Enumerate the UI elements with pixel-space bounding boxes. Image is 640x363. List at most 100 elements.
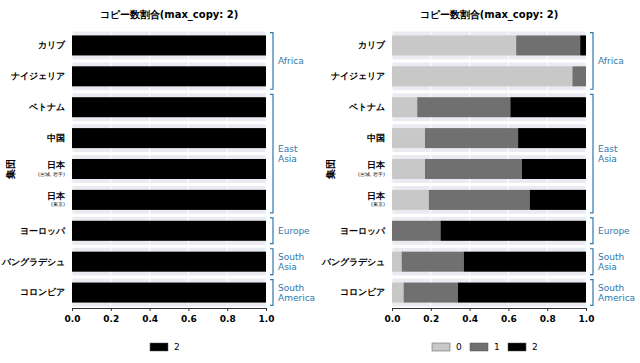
group-label: SouthAsia — [278, 252, 304, 272]
tick: コロンビア — [340, 287, 392, 297]
tick-mark — [188, 308, 189, 311]
tick: 中国 — [47, 133, 72, 143]
legend-item: 0 — [432, 342, 462, 352]
legend-label: 2 — [532, 342, 538, 352]
grid — [392, 30, 586, 308]
tick: カリブ — [38, 40, 72, 50]
tick: ベトナム — [348, 102, 392, 112]
bar — [417, 97, 510, 117]
figure: 0.00.20.40.60.81.0カリブナイジェリアベトナム中国日本(宮城, … — [0, 0, 640, 363]
tick: 0.8 — [220, 308, 236, 324]
tick: 1.0 — [259, 308, 275, 324]
tick-label: ベトナム — [28, 102, 65, 112]
title: コピー数割合(max_copy: 2) — [100, 9, 239, 21]
tick-mark — [547, 308, 548, 311]
tick-label: 0.4 — [142, 314, 158, 324]
row-band — [72, 155, 266, 183]
tick: バングラデシュ — [321, 257, 392, 267]
bar — [392, 66, 572, 86]
bar — [72, 97, 266, 117]
y-axis: カリブナイジェリアベトナム中国日本(宮城, 岩手) 日本(東京) ヨーロッパバングラ… — [1, 40, 72, 297]
tick-label: 0.2 — [423, 314, 439, 324]
panel: 0.00.20.40.60.81.0カリブナイジェリアベトナム中国日本(宮城, … — [321, 9, 635, 352]
row-band — [392, 186, 586, 214]
title: コピー数割合(max_copy: 2) — [420, 9, 559, 21]
group-brackets: AfricaEastAsiaEuropeSouthAsiaSouthAmeric… — [270, 33, 315, 306]
tick: 0.8 — [540, 308, 556, 324]
bar — [392, 35, 516, 55]
series — [441, 35, 587, 302]
axis-line — [73, 309, 267, 312]
group-label: Africa — [278, 56, 304, 66]
bar — [530, 190, 586, 210]
group-label: SouthAmerica — [598, 283, 635, 303]
row-band — [392, 155, 586, 183]
tick-label: ベトナム — [348, 102, 385, 112]
bar — [425, 159, 522, 179]
row-band — [72, 186, 266, 214]
bar — [392, 159, 425, 179]
tick-label: ナイジェリア — [331, 71, 385, 81]
tick-label: 0.0 — [65, 314, 81, 324]
tick-label: 日本(宮城, 岩手) — [358, 160, 386, 177]
plot-background — [72, 32, 266, 307]
tick: 日本(宮城, 岩手) — [38, 160, 72, 177]
bar — [464, 252, 586, 272]
legend: 2 — [150, 342, 180, 352]
grid — [72, 30, 266, 308]
legend-item: 2 — [150, 342, 180, 352]
tick-label: ナイジェリア — [11, 71, 65, 81]
bar — [458, 283, 586, 303]
tick: ヨーロッパ — [340, 226, 392, 236]
series — [392, 35, 586, 302]
legend-item: 2 — [508, 342, 538, 352]
bracket — [590, 94, 593, 212]
legend-swatch — [432, 343, 450, 351]
bracket — [270, 249, 273, 275]
tick: 日本(東京) — [47, 191, 72, 208]
bar — [580, 35, 586, 55]
bracket — [270, 218, 273, 244]
tick: ベトナム — [28, 102, 72, 112]
bar — [72, 221, 266, 241]
row-band — [392, 248, 586, 276]
tick: 1.0 — [579, 308, 595, 324]
row-band — [392, 62, 586, 90]
tick: 日本(東京) — [367, 191, 392, 208]
row-band — [72, 279, 266, 307]
bar — [510, 97, 586, 117]
bar — [392, 128, 425, 148]
tick-label: 1.0 — [579, 314, 595, 324]
tick-label: 1.0 — [259, 314, 275, 324]
tick: ヨーロッパ — [20, 226, 72, 236]
legend-swatch — [508, 343, 526, 351]
tick: ナイジェリア — [331, 71, 392, 81]
tick-mark — [508, 308, 509, 311]
tick-label: 中国 — [47, 133, 65, 143]
tick-label: 0.8 — [540, 314, 556, 324]
tick-mark — [470, 308, 471, 311]
bars — [392, 35, 586, 302]
group-label: Europe — [278, 226, 310, 236]
bars — [72, 35, 266, 302]
bar — [404, 283, 458, 303]
bracket — [270, 280, 273, 306]
tick-label: 0.2 — [103, 314, 119, 324]
tick-label: ヨーロッパ — [340, 226, 386, 236]
bracket — [270, 94, 273, 212]
row-band — [392, 93, 586, 121]
row-band — [72, 124, 266, 152]
bar — [72, 128, 266, 148]
group-label: SouthAmerica — [278, 283, 315, 303]
bar — [392, 97, 417, 117]
group-label: SouthAsia — [598, 252, 624, 272]
tick: 0.0 — [385, 308, 401, 324]
plot-background — [392, 32, 586, 307]
bar — [72, 66, 266, 86]
tick-label: バングラデシュ — [1, 257, 65, 267]
tick-mark — [150, 308, 151, 311]
legend-swatch — [470, 343, 488, 351]
bar — [441, 221, 587, 241]
bar — [72, 283, 266, 303]
bar — [572, 66, 586, 86]
